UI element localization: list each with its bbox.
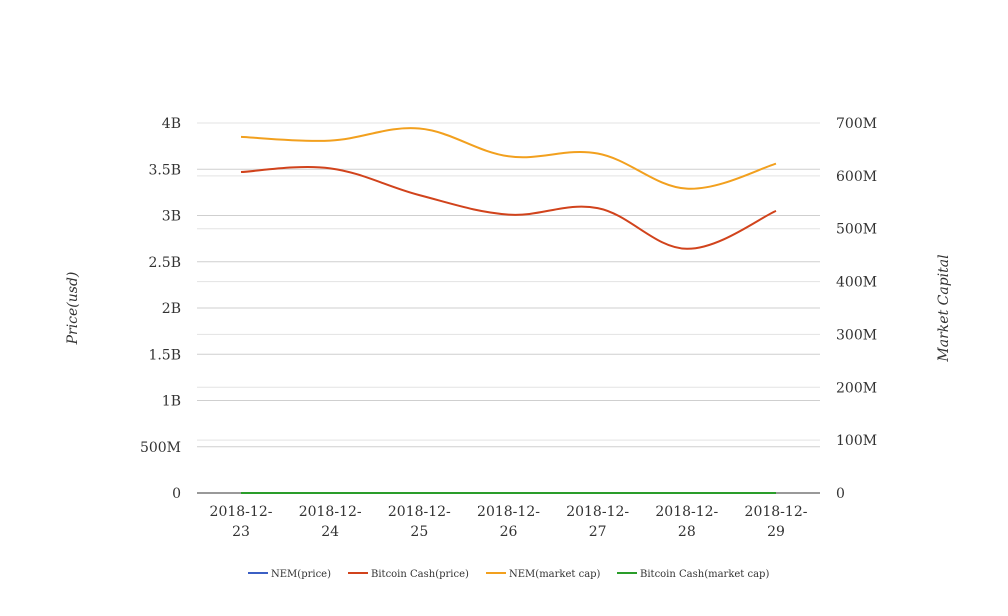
y-tick-label: 1B xyxy=(162,394,181,410)
x-tick-label: 2018-12- 29 xyxy=(745,504,808,540)
series-lines xyxy=(240,127,777,495)
x-tick-label-line1: 2018-12- xyxy=(745,504,808,520)
y2-tick-label: 0 xyxy=(836,486,845,502)
gridlines xyxy=(197,122,820,448)
axis-labels: 0 500M 1B 1.5B 2B 2.5B 3B 3.5B 4B 0 100M 200M 300M 40… xyxy=(140,116,877,540)
x-tick-label-line1: 2018-12- xyxy=(477,504,540,520)
x-tick-label: 2018-12- 27 xyxy=(566,504,629,540)
y2-tick-label: 600M xyxy=(836,169,877,185)
y2-tick-label: 400M xyxy=(836,275,877,291)
legend-label: NEM(market cap) xyxy=(509,569,601,580)
x-tick-label: 2018-12- 26 xyxy=(477,504,540,540)
legend-item[interactable]: Bitcoin Cash(market cap) xyxy=(617,569,769,580)
y2-tick-label: 700M xyxy=(836,116,877,132)
x-tick-label-line2: 28 xyxy=(678,524,696,540)
x-tick-label-line1: 2018-12- xyxy=(655,504,718,520)
x-tick-label: 2018-12- 23 xyxy=(210,504,273,540)
y-tick-label: 2.5B xyxy=(148,255,181,271)
x-tick-label-line1: 2018-12- xyxy=(388,504,451,520)
series-line-2 xyxy=(240,127,777,190)
y-tick-label: 3.5B xyxy=(148,162,181,178)
y2-axis-title: Market Capital xyxy=(936,254,952,362)
legend-label: Bitcoin Cash(market cap) xyxy=(640,569,769,580)
y-tick-label: 3B xyxy=(162,209,181,225)
legend-label: NEM(price) xyxy=(271,569,331,580)
legend: NEM(price) Bitcoin Cash(price) NEM(market … xyxy=(248,569,769,580)
x-tick-label: 2018-12- 28 xyxy=(655,504,718,540)
x-tick-label: 2018-12- 24 xyxy=(299,504,362,540)
x-tick-label-line2: 24 xyxy=(321,524,339,540)
x-tick-label-line1: 2018-12- xyxy=(299,504,362,520)
y-tick-label: 1.5B xyxy=(148,347,181,363)
x-tick-label: 2018-12- 25 xyxy=(388,504,451,540)
y-tick-label: 2B xyxy=(162,301,181,317)
legend-item[interactable]: NEM(price) xyxy=(248,569,331,580)
y2-tick-label: 200M xyxy=(836,380,877,396)
x-tick-label-line2: 29 xyxy=(767,524,785,540)
y-tick-label: 500M xyxy=(140,440,181,456)
x-tick-label-line2: 27 xyxy=(589,524,607,540)
x-tick-label-line1: 2018-12- xyxy=(210,504,273,520)
y2-tick-label: 500M xyxy=(836,222,877,238)
x-tick-label-line1: 2018-12- xyxy=(566,504,629,520)
y-tick-label: 4B xyxy=(162,116,181,132)
x-tick-label-line2: 26 xyxy=(500,524,518,540)
y-tick-label: 0 xyxy=(172,486,181,502)
series-line-1 xyxy=(240,166,777,250)
legend-item[interactable]: Bitcoin Cash(price) xyxy=(348,569,469,580)
x-tick-label-line2: 23 xyxy=(232,524,250,540)
x-tick-label-line2: 25 xyxy=(410,524,428,540)
y2-tick-label: 100M xyxy=(836,433,877,449)
legend-label: Bitcoin Cash(price) xyxy=(371,569,469,580)
y2-tick-label: 300M xyxy=(836,327,877,343)
legend-item[interactable]: NEM(market cap) xyxy=(486,569,601,580)
y-axis-title: Price(usd) xyxy=(65,272,81,346)
